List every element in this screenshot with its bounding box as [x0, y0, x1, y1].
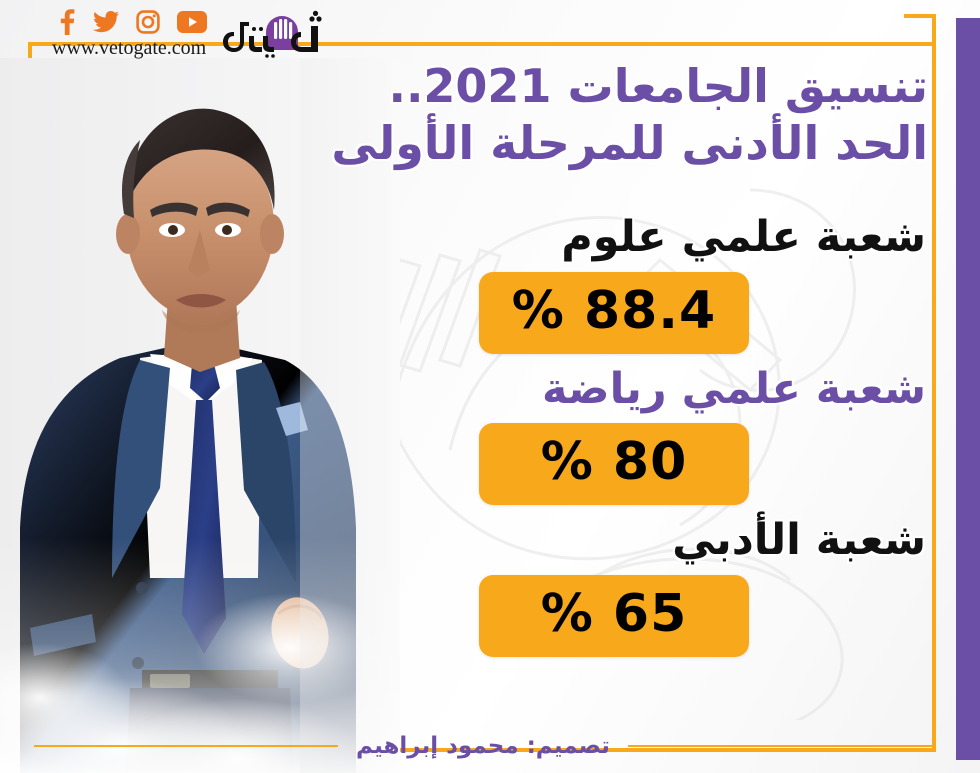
frame-bottom-rule [28, 748, 936, 752]
badge-wrap-literary: % 65 [320, 575, 940, 658]
list-item: شعبة الأدبي % 65 [320, 515, 940, 658]
frame-right-top-rule [904, 14, 936, 18]
designer-credit: تصميم: محمود إبراهيم [356, 733, 610, 759]
badge-wrap-science: % 88.4 [320, 271, 940, 354]
badge-wrap-math: % 80 [320, 423, 940, 506]
twitter-icon[interactable] [93, 11, 119, 33]
row-label-science: شعبة علمي علوم [561, 212, 927, 262]
youtube-icon[interactable] [177, 11, 207, 33]
page-title: تنسيق الجامعات 2021.. الحد الأدنى للمرحل… [308, 58, 929, 172]
footer-rule-left [34, 745, 339, 747]
header-bar: www.vetogate.com [52, 8, 341, 64]
purple-side-bar [956, 18, 980, 760]
instagram-icon[interactable] [136, 10, 160, 34]
frame-top-rule [28, 42, 936, 46]
status-badge: % 80 [479, 423, 749, 506]
vetogate-logo[interactable] [223, 10, 341, 64]
frame-right-rule [932, 14, 936, 752]
footer-credit-bar: تصميم: محمود إبراهيم [34, 726, 932, 766]
frame-left-rule [28, 42, 32, 752]
list-item: شعبة علمي علوم % 88.4 [320, 212, 940, 354]
row-label-math: شعبة علمي رياضة [541, 363, 927, 414]
status-badge: % 88.4 [479, 271, 749, 354]
facebook-icon[interactable] [58, 9, 76, 35]
row-label-literary: شعبة الأدبي [672, 515, 927, 566]
footer-rule-right [627, 745, 932, 747]
title-line-2: الحد الأدنى للمرحلة الأولى [331, 116, 929, 171]
social-icons [52, 8, 207, 36]
results-list: شعبة علمي علوم % 88.4 شعبة علمي رياضة % … [320, 212, 940, 667]
social-block: www.vetogate.com [52, 8, 207, 60]
list-item: شعبة علمي رياضة % 80 [320, 364, 940, 506]
title-line-1: تنسيق الجامعات 2021.. [388, 59, 929, 113]
site-url[interactable]: www.vetogate.com [52, 37, 207, 59]
status-badge: % 65 [479, 575, 749, 658]
